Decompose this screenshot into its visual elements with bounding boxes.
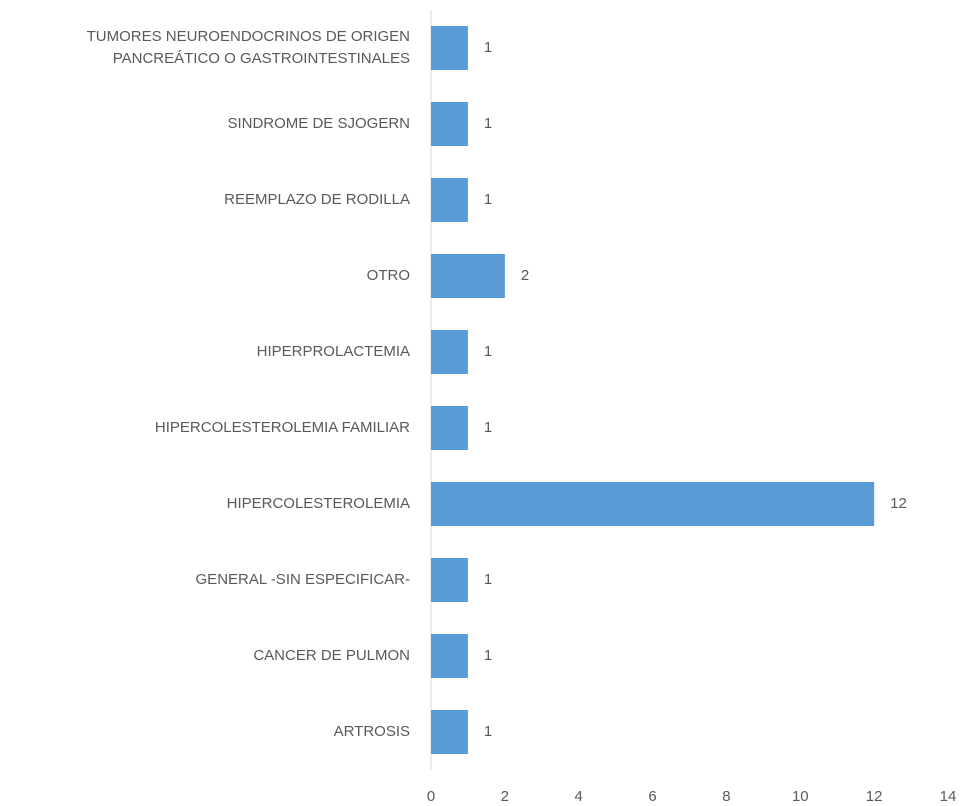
y-tick-label: HIPERPROLACTEMIA	[257, 343, 410, 360]
bar	[431, 102, 468, 146]
bar	[431, 254, 505, 298]
bar	[431, 558, 468, 602]
bar	[431, 482, 875, 526]
x-tick-label: 14	[940, 788, 957, 805]
x-tick-label: 10	[792, 788, 809, 805]
x-tick-label: 12	[866, 788, 883, 805]
data-label: 12	[890, 495, 907, 512]
bar	[431, 26, 468, 70]
data-label: 1	[484, 343, 492, 360]
data-label: 1	[484, 571, 492, 588]
y-tick-label: TUMORES NEUROENDOCRINOS DE ORIGEN PANCREÁ…	[87, 28, 410, 67]
data-label: 1	[484, 419, 492, 436]
y-tick-label: ARTROSIS	[334, 723, 410, 740]
x-tick-label: 4	[575, 788, 583, 805]
y-tick-label: HIPERCOLESTEROLEMIA	[227, 495, 410, 512]
y-tick-label: GENERAL -SIN ESPECIFICAR-	[196, 571, 410, 588]
data-label: 1	[484, 723, 492, 740]
x-tick-label: 0	[427, 788, 435, 805]
y-tick-label: HIPERCOLESTEROLEMIA FAMILIAR	[155, 419, 410, 436]
bar	[431, 406, 468, 450]
y-tick-label: OTRO	[367, 267, 410, 284]
bar	[431, 330, 468, 374]
data-label: 1	[484, 115, 492, 132]
x-tick-label: 2	[501, 788, 509, 805]
x-tick-label: 8	[722, 788, 730, 805]
bar	[431, 178, 468, 222]
data-label: 1	[484, 39, 492, 56]
data-label: 1	[484, 191, 492, 208]
y-tick-label: SINDROME DE SJOGERN	[227, 115, 410, 132]
data-label: 1	[484, 647, 492, 664]
data-label: 2	[521, 267, 529, 284]
y-tick-label: CANCER DE PULMON	[253, 647, 410, 664]
bar	[431, 634, 468, 678]
y-tick-label: REEMPLAZO DE RODILLA	[224, 191, 410, 208]
bar	[431, 710, 468, 754]
x-tick-label: 6	[648, 788, 656, 805]
